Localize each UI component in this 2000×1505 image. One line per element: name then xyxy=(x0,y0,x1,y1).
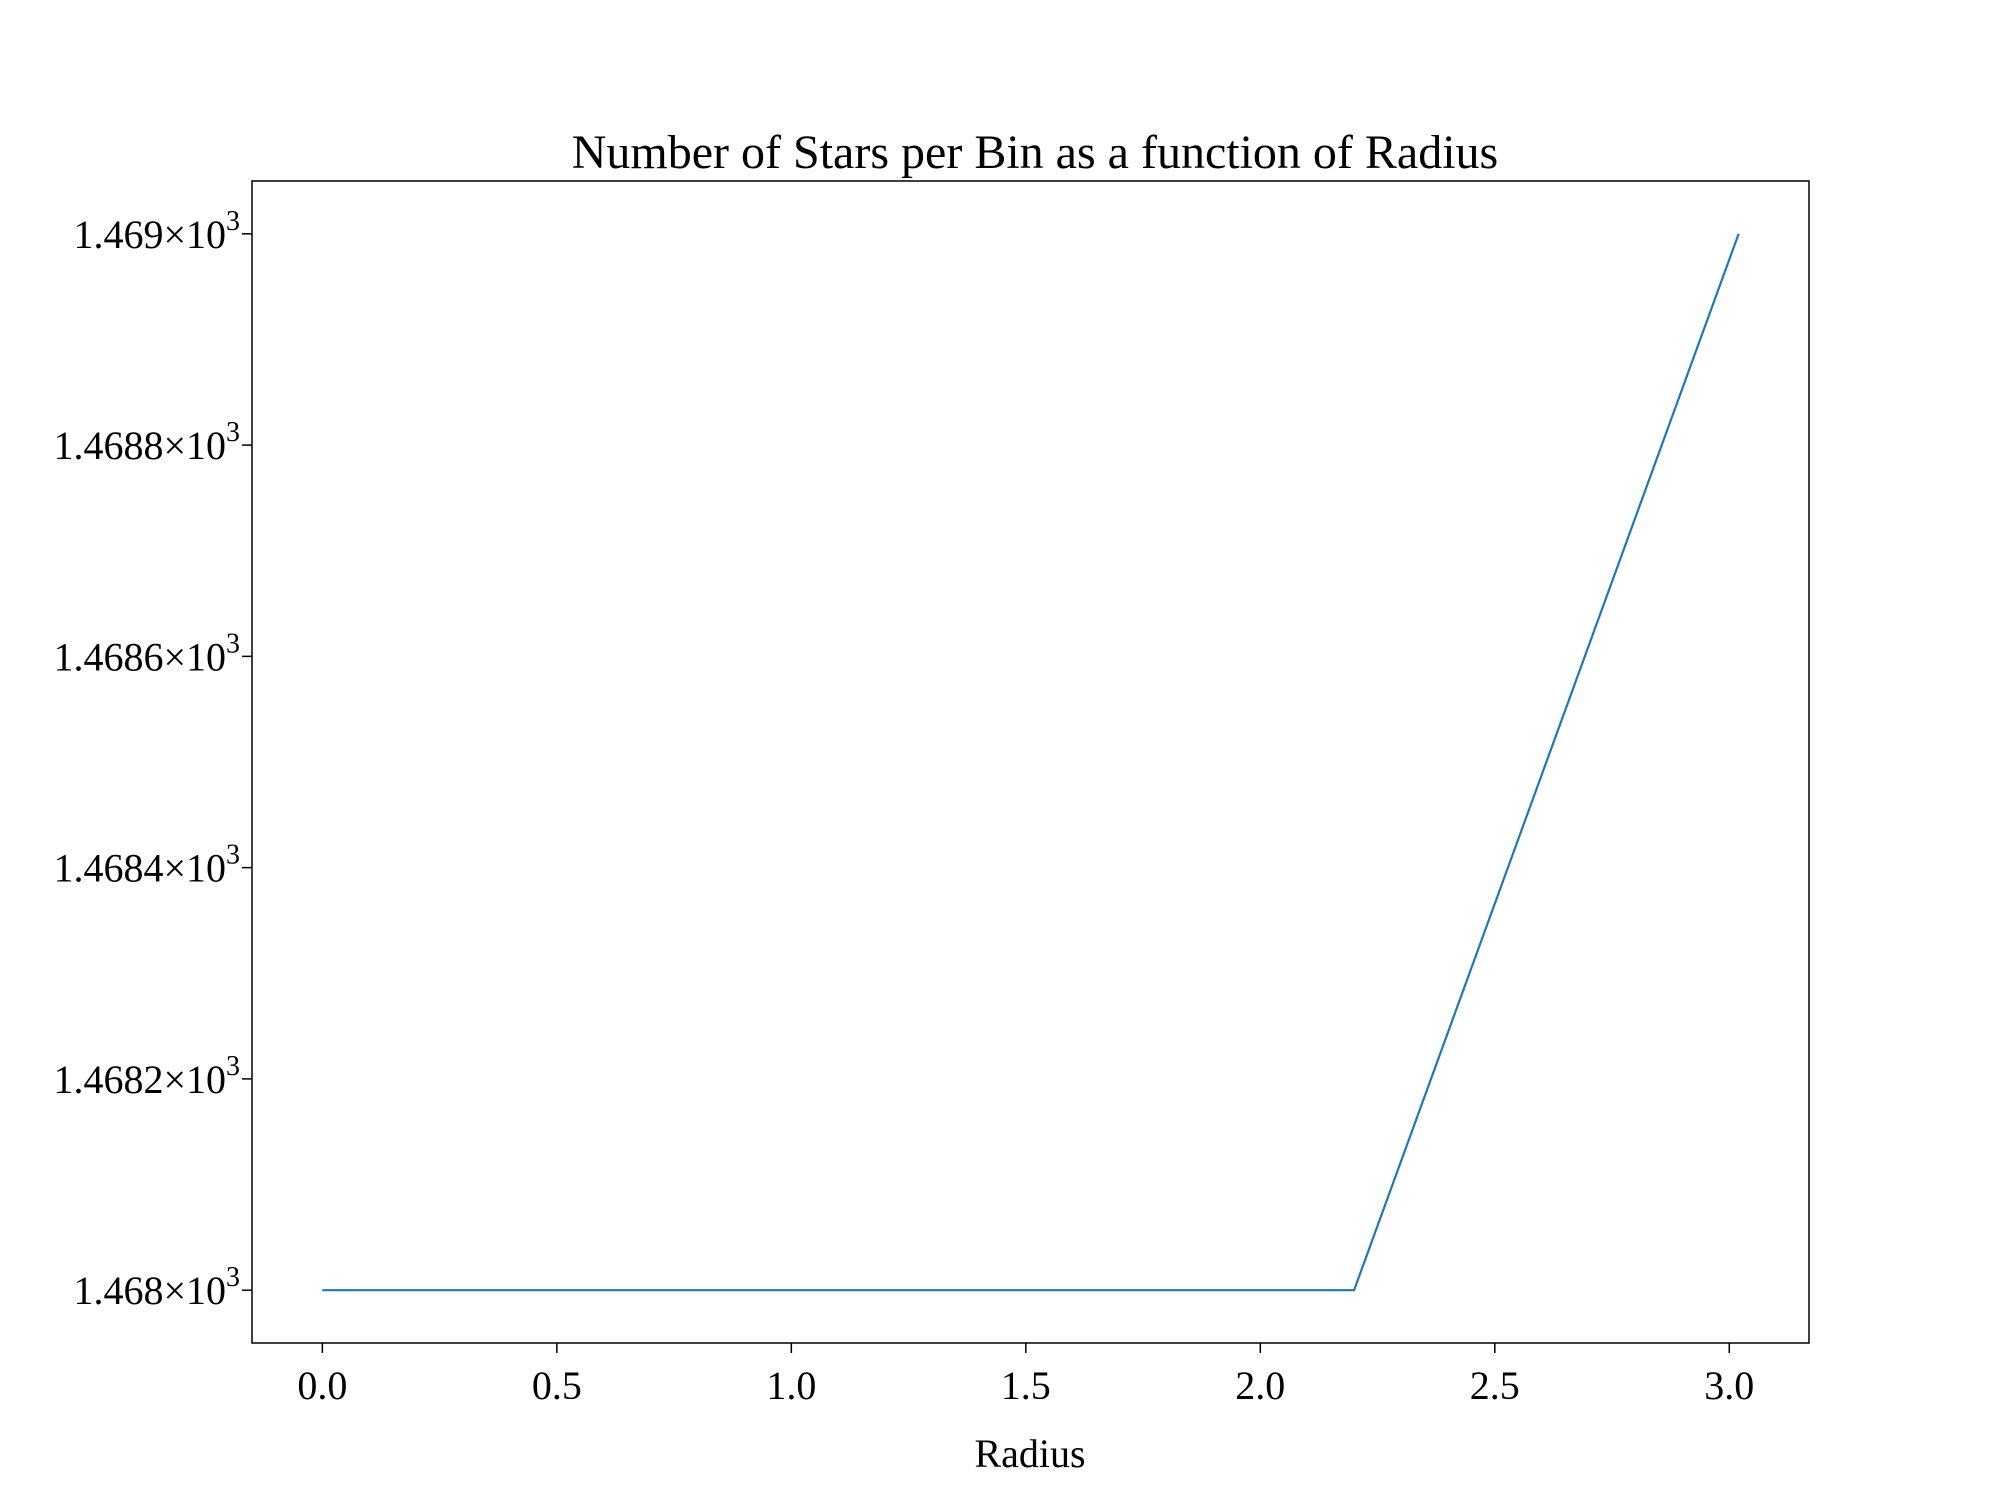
y-tick-label: 1.4686×103 xyxy=(53,628,240,679)
y-tick-base: 10 xyxy=(186,423,226,468)
x-tick-label: 3.0 xyxy=(1704,1363,1754,1408)
y-tick-exponent: 3 xyxy=(226,1051,240,1082)
y-axis: 1.468×1031.4682×1031.4684×1031.4686×1031… xyxy=(53,206,252,1313)
y-tick-base: 10 xyxy=(186,1057,226,1102)
y-tick-mantissa: 1.4684 xyxy=(53,846,163,891)
x-axis-label: Radius xyxy=(974,1431,1085,1476)
y-tick-times: × xyxy=(163,1057,186,1102)
y-tick-times: × xyxy=(163,212,186,257)
x-tick-label: 2.0 xyxy=(1235,1363,1285,1408)
x-tick-label: 1.0 xyxy=(766,1363,816,1408)
y-tick-times: × xyxy=(163,846,186,891)
y-tick-base: 10 xyxy=(186,846,226,891)
y-tick-times: × xyxy=(163,1268,186,1313)
series-layer xyxy=(322,233,1740,1292)
y-tick-label: 1.4682×103 xyxy=(53,1051,240,1102)
y-tick-mantissa: 1.4686 xyxy=(53,634,163,679)
y-tick-label: 1.468×103 xyxy=(73,1262,240,1313)
x-tick-label: 1.5 xyxy=(1001,1363,1051,1408)
y-tick-exponent: 3 xyxy=(226,840,240,871)
y-tick-mantissa: 1.4688 xyxy=(53,423,163,468)
y-tick-mantissa: 1.468 xyxy=(73,1268,163,1313)
y-tick-times: × xyxy=(163,634,186,679)
series-line xyxy=(322,233,1740,1292)
y-tick-exponent: 3 xyxy=(226,206,240,237)
x-tick-label: 0.0 xyxy=(297,1363,347,1408)
y-tick-base: 10 xyxy=(186,1268,226,1313)
y-tick-base: 10 xyxy=(186,212,226,257)
y-tick-exponent: 3 xyxy=(226,628,240,659)
chart-title: Number of Stars per Bin as a function of… xyxy=(572,126,1498,179)
y-tick-base: 10 xyxy=(186,634,226,679)
y-tick-label: 1.4684×103 xyxy=(53,840,240,891)
y-tick-label: 1.469×103 xyxy=(73,206,240,257)
y-tick-mantissa: 1.469 xyxy=(73,212,163,257)
x-tick-label: 0.5 xyxy=(532,1363,582,1408)
plot-area-frame xyxy=(251,180,1810,1344)
y-tick-mantissa: 1.4682 xyxy=(53,1057,163,1102)
y-tick-exponent: 3 xyxy=(226,417,240,448)
y-tick-exponent: 3 xyxy=(226,1262,240,1293)
y-tick-times: × xyxy=(163,423,186,468)
x-tick-label: 2.5 xyxy=(1470,1363,1520,1408)
y-tick-label: 1.4688×103 xyxy=(53,417,240,468)
x-axis: 0.0 0.5 1.0 1.5 2.0 2.5 3.0 xyxy=(297,1343,1754,1408)
